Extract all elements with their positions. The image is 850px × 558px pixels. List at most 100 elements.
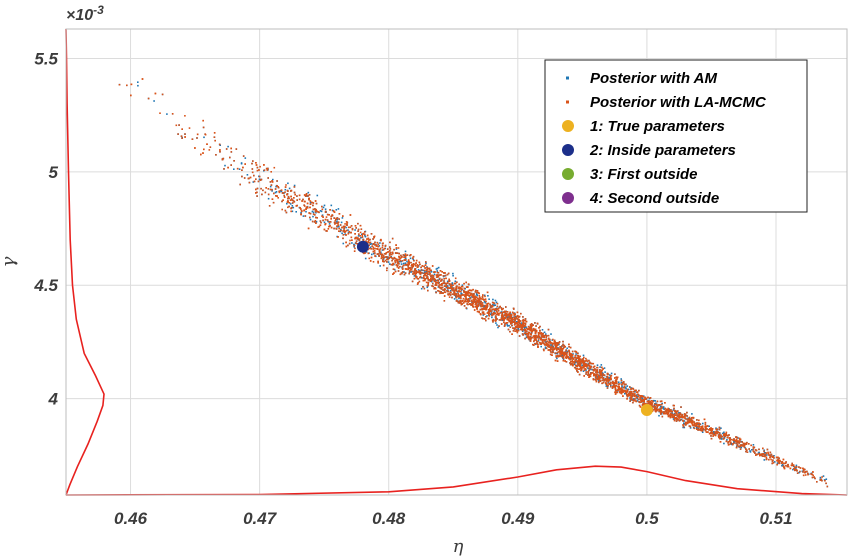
scatter-point [267,177,269,179]
scatter-point [615,381,617,383]
scatter-point [511,311,514,314]
scatter-point [579,361,582,363]
scatter-point [620,378,622,380]
scatter-point [595,375,598,378]
scatter-point [309,201,312,204]
scatter-point [505,306,507,308]
scatter-point [710,432,713,435]
scatter-point [380,253,383,256]
scatter-point [238,168,241,170]
scatter-point [306,195,308,197]
scatter-point [461,303,463,305]
scatter-point [697,425,699,428]
scatter-point [413,271,415,274]
scatter-point [670,413,673,415]
scatter-point [598,381,600,384]
scatter-point [807,472,809,475]
scatter-point [262,189,264,192]
scatter-point [785,461,787,463]
scatter-point [522,319,524,322]
scatter-point [409,257,412,260]
scatter-point [295,211,297,213]
scatter-point [397,270,400,272]
scatter-point [393,268,396,271]
scatter-point [311,201,313,204]
scatter-point [610,378,612,380]
scatter-point [462,297,465,300]
scatter-point [402,262,405,265]
scatter-point [417,278,420,280]
scatter-point [357,238,360,241]
scatter-point [606,372,609,375]
scatter-point [465,300,468,303]
scatter-point [435,284,438,286]
scatter-point [513,316,515,318]
scatter-point [639,397,642,400]
scatter-point [304,195,307,197]
scatter-point [450,283,452,285]
scatter-point [470,292,473,295]
scatter-point [392,258,394,260]
scatter-point [514,318,517,320]
scatter-point [498,325,500,327]
scatter-point [492,319,495,321]
scatter-point [615,382,618,384]
scatter-point [519,322,521,325]
scatter-point [345,226,347,229]
scatter-point [568,346,570,348]
scatter-point [419,276,421,279]
scatter-point [286,202,288,205]
scatter-point [368,257,371,260]
scatter-point [450,284,452,287]
scatter-point [489,313,492,316]
scatter-point [305,193,308,195]
scatter-point [501,311,503,314]
scatter-point [439,287,442,289]
scatter-point [764,455,766,458]
scatter-point [741,441,743,443]
scatter-point [397,247,400,249]
scatter-point [629,386,631,388]
scatter-point [376,253,379,255]
scatter-point [535,339,537,341]
scatter-point [543,335,545,337]
scatter-point [518,319,520,322]
scatter-point [533,340,535,343]
scatter-point [448,296,451,298]
scatter-point [768,454,770,456]
scatter-point [391,264,394,266]
scatter-point [465,281,467,284]
scatter-point [342,242,345,245]
scatter-point [675,417,677,420]
scatter-point [424,278,427,280]
scatter-point [606,384,608,386]
scatter-point [433,277,435,280]
scatter-point [488,315,491,317]
scatter-point [474,297,477,300]
scatter-point [508,312,511,315]
scatter-point [733,438,735,440]
scatter-point [730,442,733,445]
scatter-point [244,157,247,159]
scatter-point [417,271,419,273]
scatter-point [557,351,559,354]
scatter-point [241,169,243,171]
scatter-point [353,243,355,246]
scatter-point [318,211,320,214]
scatter-point [412,270,414,273]
scatter-point [822,475,825,477]
scatter-point [562,353,564,355]
scatter-point [467,298,470,300]
scatter-point [240,162,243,164]
scatter-point [360,228,363,230]
scatter-point [559,346,561,348]
scatter-point [403,271,405,273]
scatter-point [487,295,489,297]
scatter-point [407,263,409,266]
scatter-point [263,169,266,171]
scatter-point [696,419,698,421]
scatter-point [826,485,829,488]
scatter-point [496,318,498,320]
scatter-point [233,168,235,170]
